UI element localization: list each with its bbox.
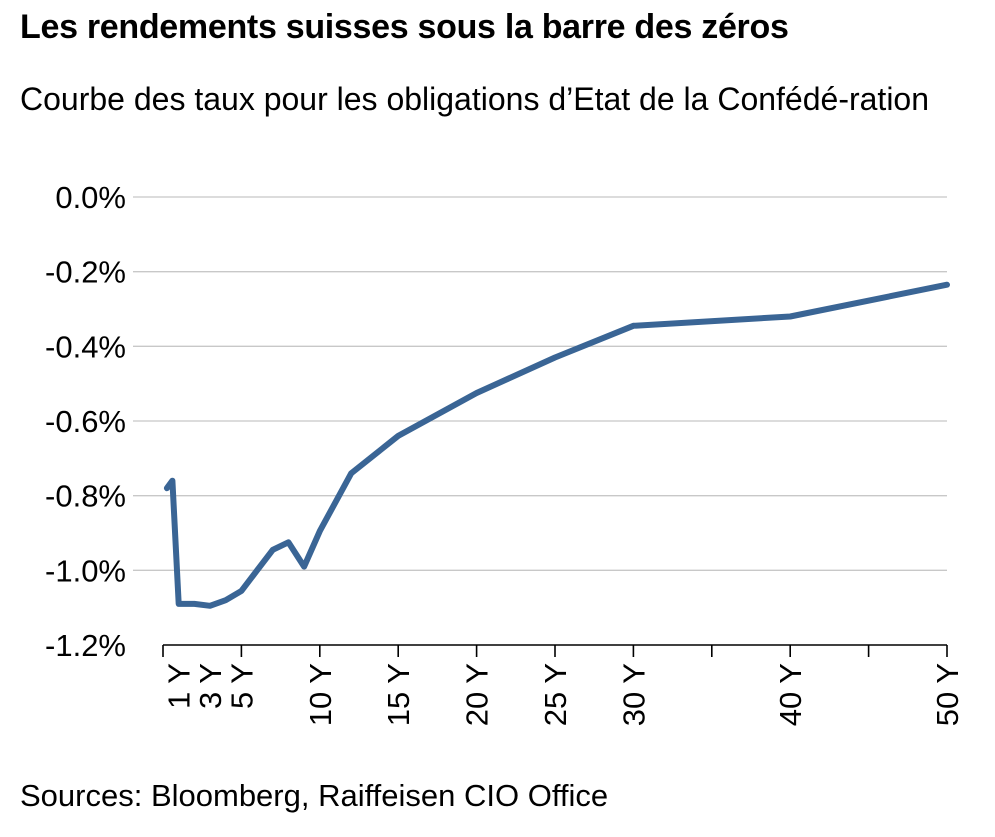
x-tick-label: 30 Y: [616, 663, 651, 726]
x-tick-label: 10 Y: [303, 663, 338, 726]
x-tick-label: 5 Y: [224, 663, 259, 709]
x-axis: [162, 644, 948, 657]
y-tick-label: -0.6%: [45, 404, 126, 439]
y-tick-label: -0.2%: [45, 255, 126, 290]
x-tick-label: 15 Y: [381, 663, 416, 726]
x-tick-label: 40 Y: [773, 663, 808, 726]
series-line: [163, 281, 950, 609]
x-tick-label: 50 Y: [930, 663, 965, 726]
x-tick-label: 25 Y: [538, 663, 573, 726]
yield-curve-chart: 0.0% -0.2% -0.4% -0.6% -0.8% -1.0% -1.2% 1 Y3 …: [45, 180, 965, 726]
y-axis-labels: 0.0% -0.2% -0.4% -0.6% -0.8% -1.0% -1.2%: [45, 180, 126, 663]
y-tick-label: -1.0%: [45, 553, 126, 588]
grid-lines: [133, 196, 947, 571]
x-tick-label: 20 Y: [460, 663, 495, 726]
chart-title: Les rendements suisses sous la barre des…: [20, 8, 789, 46]
x-axis-labels: 1 Y3 Y5 Y 10 Y 15 Y 20 Y 25 Y 30 Y 40 Y 50 Y: [162, 663, 965, 726]
y-tick-label: -0.4%: [45, 329, 126, 364]
x-tick-label: 1 Y: [162, 663, 197, 709]
x-tick-label: 3 Y: [193, 663, 228, 709]
chart-subtitle: Courbe des taux pour les obligations d’E…: [20, 81, 930, 117]
series-group: [163, 281, 950, 609]
source-note: Sources: Bloomberg, Raiffeisen CIO Offic…: [20, 778, 609, 813]
y-tick-label: -0.8%: [45, 479, 126, 514]
y-tick-label: 0.0%: [55, 180, 126, 215]
y-tick-label: -1.2%: [45, 628, 126, 663]
